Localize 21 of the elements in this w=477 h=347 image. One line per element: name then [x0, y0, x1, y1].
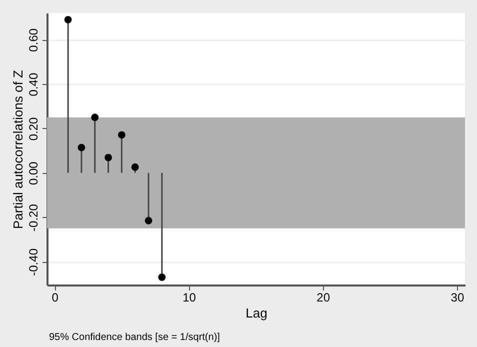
- point: [91, 114, 99, 122]
- x-axis-title: Lag: [246, 306, 268, 320]
- point: [131, 163, 139, 171]
- point: [118, 131, 126, 139]
- text: 95% Confidence bands [se = 1/sqrt(n)]: [49, 332, 220, 343]
- y-axis-title: Partial autocorrelations of Z: [10, 70, 26, 229]
- point: [144, 216, 152, 224]
- x-tick-label: 20: [316, 290, 330, 304]
- x-tick-label: 30: [450, 290, 464, 304]
- y-tick-label: 0.60: [26, 28, 40, 52]
- point: [158, 274, 166, 281]
- point: [78, 144, 86, 152]
- x-tick-label: 10: [182, 290, 196, 304]
- x-tick-label: 0: [52, 290, 59, 304]
- y-tick-label: -0.40: [26, 248, 40, 276]
- y-tick-label: 0.00: [26, 161, 40, 186]
- point: [104, 154, 112, 162]
- y-tick-label: 0.20: [26, 116, 40, 141]
- y-tick-label: -0.20: [26, 204, 40, 232]
- y-tick-label: 0.40: [26, 72, 40, 96]
- point: [64, 16, 72, 24]
